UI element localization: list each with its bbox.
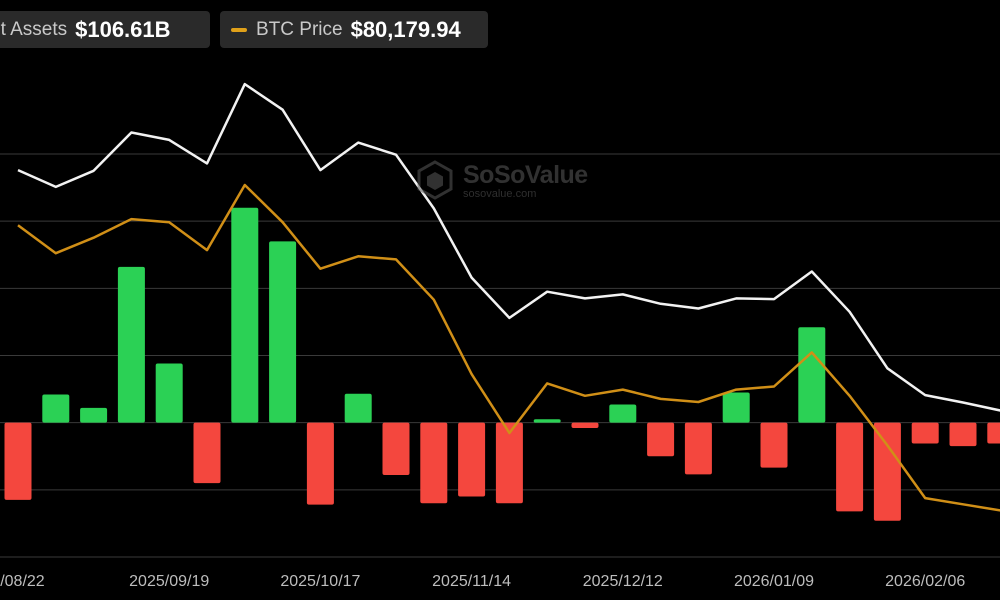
flow-bar[interactable]	[647, 422, 675, 457]
flow-bar[interactable]	[911, 422, 939, 444]
legend-btc-price-value: $80,179.94	[350, 16, 461, 42]
legend-net-assets[interactable]: et Assets $106.61B	[0, 11, 210, 48]
flow-bar[interactable]	[193, 422, 221, 484]
flow-bar[interactable]	[571, 422, 599, 429]
net-assets-line[interactable]	[17, 82, 1000, 412]
flow-bar[interactable]	[949, 422, 977, 447]
flow-bar[interactable]	[760, 422, 788, 468]
x-tick-label: 2025/10/17	[280, 573, 360, 590]
flow-bar[interactable]	[609, 404, 637, 423]
flow-bar[interactable]	[873, 422, 901, 521]
flow-bar[interactable]	[382, 422, 410, 476]
x-tick-label: 2025/12/12	[583, 573, 663, 590]
x-tick-label: 2026/02/06	[885, 573, 965, 590]
flow-bar[interactable]	[798, 327, 826, 423]
watermark: SoSoValue sosovalue.com	[415, 160, 588, 200]
flow-bar[interactable]	[4, 422, 32, 500]
flow-bar[interactable]	[117, 266, 145, 423]
flow-bar[interactable]	[306, 422, 334, 505]
x-tick-label: 2026/01/09	[734, 573, 814, 590]
flow-bar[interactable]	[42, 394, 70, 423]
x-tick-label: 2025/11/14	[432, 573, 511, 590]
btc-price-line[interactable]	[17, 183, 1000, 512]
legend-net-assets-label: et Assets	[0, 18, 68, 40]
flow-bar[interactable]	[684, 422, 712, 475]
legend-btc-price[interactable]: BTC Price $80,179.94	[220, 11, 488, 48]
x-tick-label: 5/08/22	[0, 573, 45, 590]
x-tick-label: 2025/09/19	[129, 573, 209, 590]
flow-bar[interactable]	[420, 422, 448, 504]
flow-bar[interactable]	[533, 419, 561, 423]
flow-bar[interactable]	[231, 207, 259, 423]
flow-bar[interactable]	[269, 241, 297, 423]
flow-bar[interactable]	[495, 422, 523, 504]
flow-bar[interactable]	[836, 422, 864, 512]
watermark-brand: SoSoValue	[463, 160, 588, 189]
x-axis-ticks: 5/08/22 2025/09/19 2025/10/17 2025/11/14 202…	[0, 573, 965, 590]
flow-bar[interactable]	[80, 407, 108, 423]
watermark-url: sosovalue.com	[463, 187, 537, 200]
flow-bar[interactable]	[155, 363, 183, 423]
series-lines	[17, 82, 1000, 512]
flow-bar[interactable]	[344, 393, 372, 423]
flow-bar[interactable]	[987, 422, 1000, 444]
flow-bar[interactable]	[458, 422, 486, 497]
daily-flow-bars	[4, 207, 1000, 521]
legend-btc-price-label: BTC Price	[256, 18, 343, 40]
sosovalue-cube-icon	[417, 160, 453, 200]
flow-bar[interactable]	[722, 392, 750, 423]
legend-net-assets-value: $106.61B	[75, 16, 171, 42]
btc-price-swatch	[231, 27, 247, 32]
